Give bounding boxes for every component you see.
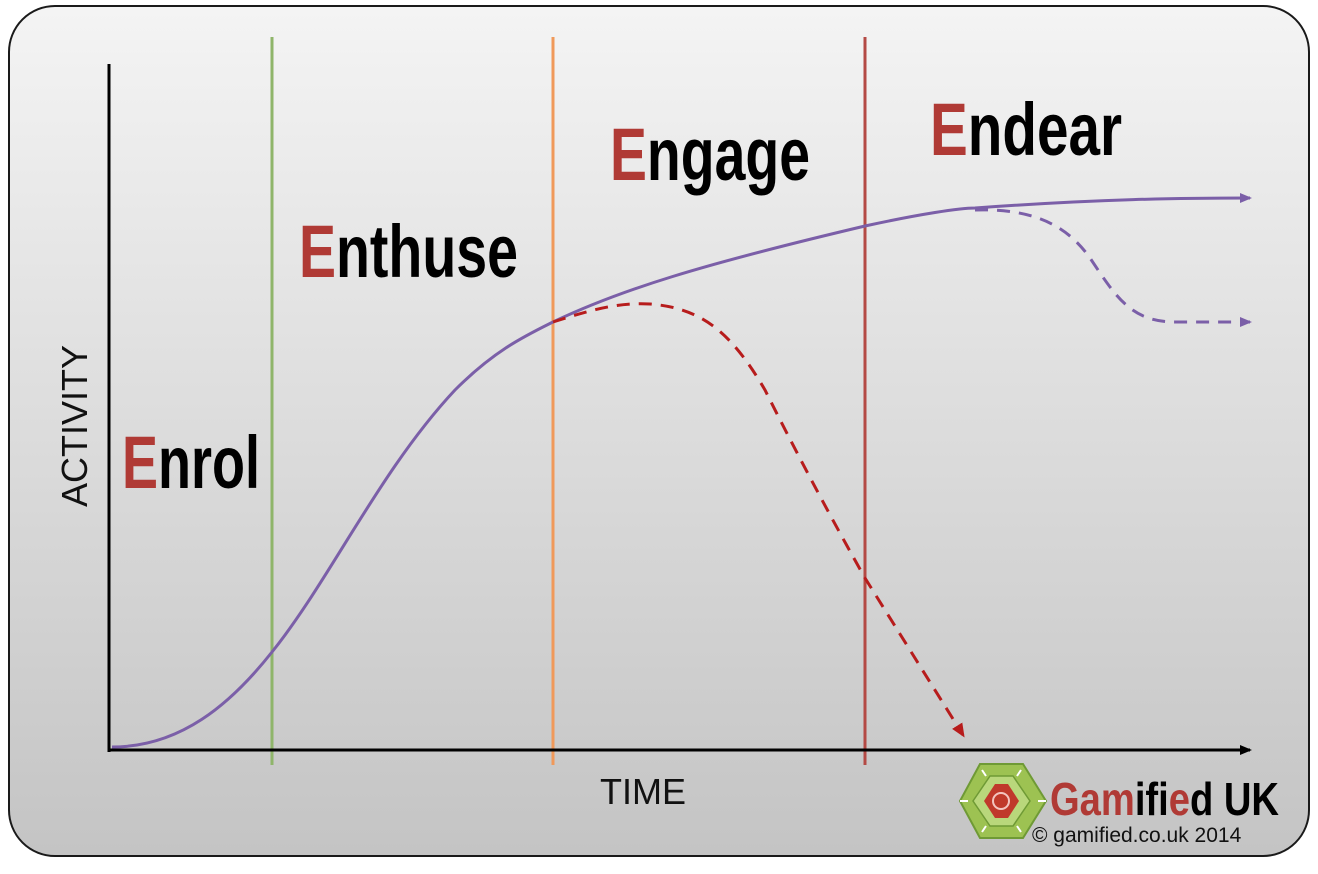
phase-initial: E [122, 421, 158, 504]
diagram-frame [8, 5, 1310, 857]
plateau-decline-curve [974, 208, 1252, 327]
phase-label-enthuse: Enthuse [299, 210, 518, 293]
brand-name-part: Gam [1050, 773, 1135, 825]
brand-name-part: ifi [1135, 773, 1169, 825]
phase-rest: nthuse [336, 210, 518, 293]
brand-name-part: d UK [1190, 773, 1279, 825]
x-axis-label: TIME [600, 771, 686, 812]
phase-rest: ngage [647, 113, 810, 196]
brand-name-part: e [1169, 773, 1190, 825]
phase-initial: E [610, 113, 647, 196]
phase-label-endear: Endear [930, 88, 1122, 171]
phase-initial: E [930, 88, 968, 171]
y-axis-label: ACTIVITY [54, 345, 95, 507]
phase-label-engage: Engage [610, 113, 810, 196]
hexagon-logo-icon [958, 763, 1048, 839]
phase-label-enrol: Enrol [122, 421, 260, 504]
phase-rest: ndear [968, 88, 1122, 171]
copyright-text: © gamified.co.uk 2014 [1032, 824, 1242, 847]
phase-initial: E [299, 210, 336, 293]
brand-name: Gamified UK [1050, 773, 1279, 825]
phase-rest: nrol [158, 421, 260, 504]
